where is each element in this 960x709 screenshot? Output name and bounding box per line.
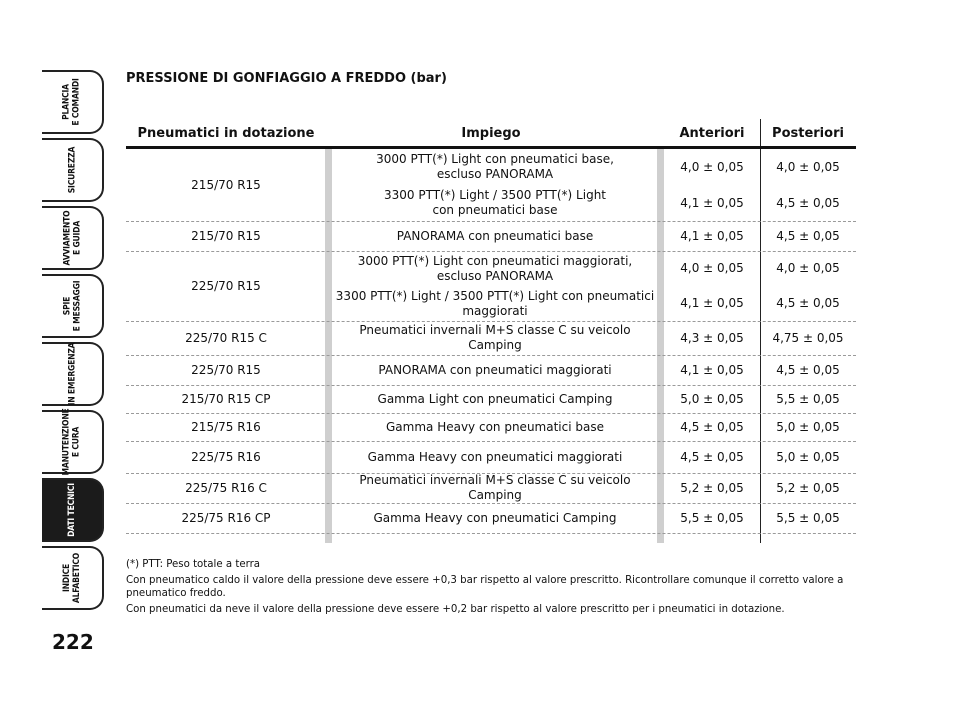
- front-pressure: 4,0 ± 0,05: [680, 261, 744, 275]
- front-pressure: 5,0 ± 0,05: [680, 391, 744, 406]
- tyre-size: 215/70 R15 CP: [181, 391, 271, 406]
- page-number: 222: [52, 630, 94, 654]
- tab-in-emergenza[interactable]: IN EMERGENZA: [42, 342, 104, 406]
- header-rear: Posteriori: [772, 125, 844, 141]
- tab-dati-tecnici[interactable]: DATI TECNICI: [42, 478, 104, 542]
- tab-manutenzione-e-cura[interactable]: MANUTENZIONE E CURA: [42, 408, 104, 476]
- column-bar: [657, 149, 664, 543]
- use-description: 3300 PTT(*) Light / 3500 PTT(*) Light co…: [384, 188, 606, 217]
- front-pressure: 4,0 ± 0,05: [680, 159, 744, 174]
- row-separator: [126, 441, 856, 442]
- rear-pressure: 4,5 ± 0,05: [776, 362, 840, 377]
- row-separator: [126, 251, 856, 252]
- tab-avviamento-e-guida[interactable]: AVVIAMENTO E GUIDA: [42, 206, 104, 270]
- footnote-hot-tyre: Con pneumatico caldo il valore della pre…: [126, 575, 844, 599]
- use-description: Pneumatici invernali M+S classe C su vei…: [359, 473, 631, 502]
- use-description: PANORAMA con pneumatici base: [396, 228, 594, 243]
- row-separator: [126, 355, 856, 356]
- use-description: 3000 PTT(*) Light con pneumatici base, e…: [376, 152, 614, 181]
- row-separator: [126, 321, 856, 322]
- front-pressure: 4,5 ± 0,05: [680, 419, 744, 434]
- tyre-size: 225/75 R16 C: [185, 480, 267, 495]
- front-pressure: 4,1 ± 0,05: [680, 195, 744, 210]
- rear-pressure: 4,0 ± 0,05: [776, 261, 840, 275]
- column-bar: [325, 149, 332, 543]
- tyre-size: 215/70 R15: [191, 228, 261, 243]
- rear-pressure: 5,2 ± 0,05: [776, 480, 840, 495]
- rear-pressure: 4,0 ± 0,05: [776, 159, 840, 174]
- tab-indice-alfabetico[interactable]: INDICE ALFABETICO: [42, 546, 104, 610]
- rear-pressure: 4,5 ± 0,05: [776, 195, 840, 210]
- use-description: 3300 PTT(*) Light / 3500 PTT(*) Light co…: [335, 288, 655, 318]
- tyre-size: 225/75 R16: [191, 449, 261, 464]
- use-description: Gamma Heavy con pneumatici maggiorati: [367, 449, 623, 464]
- front-pressure: 5,5 ± 0,05: [680, 510, 744, 525]
- footnotes: (*) PTT: Peso totale a terra Con pneumat…: [126, 558, 856, 619]
- front-pressure: 4,1 ± 0,05: [680, 296, 744, 310]
- front-pressure: 4,5 ± 0,05: [680, 449, 744, 464]
- footnote-snow-tyre: Con pneumatici da neve il valore della p…: [126, 604, 785, 615]
- tyre-size: 225/70 R15: [191, 362, 261, 377]
- page-title: PRESSIONE DI GONFIAGGIO A FREDDO (bar): [126, 71, 447, 86]
- tab-label: SICUREZZA: [67, 146, 77, 194]
- footnote-ptt: (*) PTT: Peso totale a terra: [126, 559, 261, 570]
- tyre-size: 225/70 R15 C: [185, 330, 267, 345]
- header-rule: [126, 146, 856, 149]
- header-tyres: Pneumatici in dotazione: [137, 125, 315, 141]
- tab-label: INDICE ALFABETICO: [62, 552, 82, 604]
- use-description: Gamma Heavy con pneumatici Camping: [373, 510, 617, 525]
- header-use: Impiego: [461, 125, 521, 141]
- column-divider: [760, 119, 761, 543]
- tab-label: SPIE E MESSAGGI: [61, 280, 82, 332]
- row-separator: [126, 221, 856, 222]
- rear-pressure: 4,5 ± 0,05: [776, 296, 840, 310]
- tab-label: IN EMERGENZA: [67, 342, 78, 406]
- use-description: 3000 PTT(*) Light con pneumatici maggior…: [357, 253, 633, 283]
- row-separator: [126, 533, 856, 534]
- row-separator: [126, 503, 856, 504]
- row-separator: [126, 385, 856, 386]
- use-description: PANORAMA con pneumatici maggiorati: [378, 362, 612, 377]
- front-pressure: 4,1 ± 0,05: [680, 228, 744, 243]
- rear-pressure: 4,75 ± 0,05: [772, 330, 844, 345]
- tyre-size: 225/70 R15: [191, 278, 261, 293]
- tab-label: AVVIAMENTO E GUIDA: [62, 210, 82, 266]
- tab-label: PLANCIA E COMANDI: [61, 78, 82, 126]
- tab-label: DATI TECNICI: [67, 483, 77, 537]
- front-pressure: 4,3 ± 0,05: [680, 330, 744, 345]
- tab-sicurezza[interactable]: SICUREZZA: [42, 138, 104, 202]
- tab-label: MANUTENZIONE E CURA: [62, 408, 83, 476]
- row-separator: [126, 473, 856, 474]
- use-description: Gamma Heavy con pneumatici base: [386, 419, 604, 434]
- tyre-size: 225/75 R16 CP: [181, 510, 271, 525]
- rear-pressure: 5,5 ± 0,05: [776, 510, 840, 525]
- header-front: Anteriori: [679, 125, 745, 141]
- rear-pressure: 5,5 ± 0,05: [776, 391, 840, 406]
- tyre-size: 215/70 R15: [191, 177, 261, 192]
- row-separator: [126, 413, 856, 414]
- rear-pressure: 5,0 ± 0,05: [776, 449, 840, 464]
- tyre-size: 215/75 R16: [191, 419, 261, 434]
- tab-spie-e-messaggi[interactable]: SPIE E MESSAGGI: [42, 274, 104, 338]
- front-pressure: 5,2 ± 0,05: [680, 480, 744, 495]
- rear-pressure: 5,0 ± 0,05: [776, 419, 840, 434]
- use-description: Gamma Light con pneumatici Camping: [377, 391, 613, 406]
- tab-plancia-e-comandi[interactable]: PLANCIA E COMANDI: [42, 70, 104, 134]
- front-pressure: 4,1 ± 0,05: [680, 362, 744, 377]
- rear-pressure: 4,5 ± 0,05: [776, 228, 840, 243]
- use-description: Pneumatici invernali M+S classe C su vei…: [359, 323, 631, 352]
